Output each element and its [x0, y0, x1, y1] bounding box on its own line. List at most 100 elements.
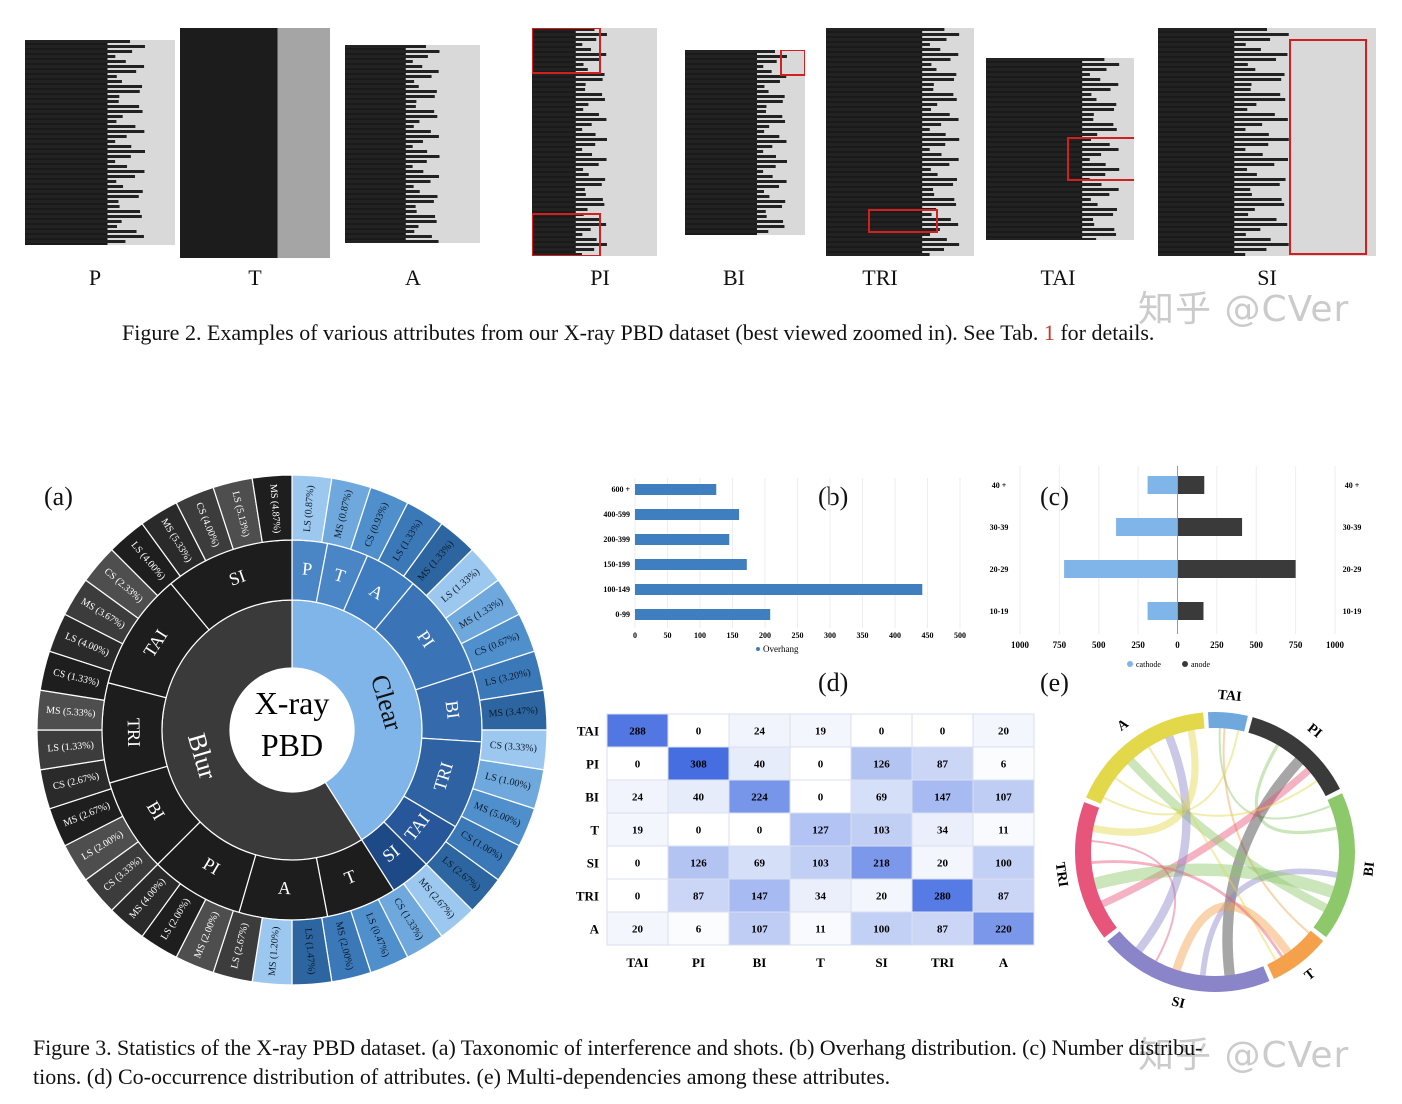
heatmap-cell [850, 845, 913, 880]
x-tick-label: 500 [1092, 640, 1106, 650]
heatmap-cell-value: 0 [635, 891, 641, 903]
sunburst-middle-label: A [278, 878, 292, 899]
figure2-caption-ref[interactable]: 1 [1043, 320, 1055, 345]
bar-200-399 [635, 534, 730, 545]
chord-diagram: TAI PI BI T SI TRI A [1052, 688, 1378, 1012]
panel-label-e: (e) [1040, 668, 1069, 697]
heatmap-cell-value: 103 [812, 858, 829, 870]
bar-150-199 [635, 559, 747, 570]
heatmap-row-label: A [590, 922, 600, 937]
heatmap-cell-value: 87 [937, 924, 949, 936]
xray-image-6 [826, 28, 974, 256]
x-tick-label: 150 [727, 631, 739, 640]
attr-label-tai: TAI [1040, 265, 1076, 290]
x-tick-label: 350 [857, 631, 869, 640]
chord-ribbon [1147, 746, 1277, 961]
heatmap-cell-value: 87 [693, 891, 705, 903]
heatmap-cell-value: 34 [815, 891, 827, 903]
x-tick-label: 0 [633, 631, 637, 640]
sunburst-middle-label: BI [442, 700, 464, 720]
heatmap-cell-value: 11 [815, 924, 825, 936]
cooccurrence-heatmap: TAI 288 0 24 19 0 0 20 PI 0 308 40 0 126 87 6 BI 24 40 224 0… [576, 713, 1035, 970]
xray-image-2 [180, 28, 330, 258]
chord-ribbon [1100, 767, 1311, 908]
bar-anode-10-19 [1177, 602, 1204, 620]
heatmap-cell-value: 127 [812, 825, 829, 837]
heatmap-cell-value: 147 [934, 792, 951, 804]
heatmap-col-label: PI [692, 955, 705, 970]
chord-label-PI: PI [1304, 721, 1324, 741]
sunburst-outer-segment [251, 474, 293, 544]
sunburst-outer-label: LS (1.33%) [47, 740, 94, 755]
attr-label-tri: TRI [862, 265, 898, 290]
heatmap-col-label: A [999, 955, 1009, 970]
chord-arc-T [1267, 930, 1324, 979]
chord-label-A: A [1115, 716, 1133, 735]
category-label: 400-599 [603, 510, 630, 519]
attr-label-pi: PI [590, 265, 610, 290]
sunburst-outer-label: MS (3.47%) [488, 705, 538, 720]
heatmap-cell-value: 34 [937, 825, 949, 837]
x-tick-label: 100 [694, 631, 706, 640]
bar-cathode-20-29 [1064, 560, 1178, 578]
heatmap-cell [728, 812, 791, 847]
sunburst-outer-label: MS (4.87%) [267, 484, 282, 534]
heatmap-cell [667, 713, 730, 748]
heatmap-cell-value: 220 [995, 924, 1012, 936]
chord-ribbon [1127, 758, 1328, 913]
bar-100-149 [635, 584, 923, 595]
bar-anode-20-29 [1177, 560, 1296, 578]
overhang-bar-chart: 0 50 100 150 200 250 300 350 400 450 500 600 + 400-5… [603, 478, 966, 654]
heatmap-cell [850, 812, 913, 847]
heatmap-cell-value: 20 [937, 858, 949, 870]
bar-0-99 [635, 609, 771, 620]
heatmap-col-label: T [816, 955, 825, 970]
bar-cathode-10-19 [1147, 602, 1178, 620]
xray-image-3 [345, 45, 480, 243]
heatmap-cell [728, 878, 791, 913]
heatmap-row-label: BI [585, 790, 599, 805]
chord-arc-TAI [1208, 712, 1248, 732]
heatmap-cell [606, 713, 669, 748]
heatmap-cell-value: 0 [757, 825, 763, 837]
panel-label-c: (c) [1040, 482, 1069, 511]
heatmap-cell-value: 224 [751, 792, 768, 804]
heatmap-cell-value: 69 [876, 792, 888, 804]
heatmap-cell [911, 779, 974, 814]
chord-ribbon [1103, 730, 1240, 816]
x-tick-label: 0 [1175, 640, 1180, 650]
chord-ribbon [1093, 863, 1335, 898]
heatmap-col-label: SI [875, 955, 887, 970]
chord-arc-TRI [1075, 802, 1117, 938]
sunburst-outer-label: LS (1.47%) [302, 928, 317, 975]
sunburst-center-line1: X-ray [255, 685, 330, 721]
sunburst-outer-label: MS (1.20%) [267, 926, 282, 976]
heatmap-cell [606, 845, 669, 880]
heatmap-cell [667, 911, 730, 946]
heatmap-cell-value: 0 [635, 858, 641, 870]
heatmap-cell-value: 100 [995, 858, 1012, 870]
heatmap-cell [911, 746, 974, 781]
x-tick-label: 200 [759, 631, 771, 640]
sunburst-center [230, 668, 354, 792]
heatmap-cell-value: 20 [632, 924, 644, 936]
x-tick-label: 750 [1053, 640, 1067, 650]
heatmap-row-label: SI [587, 856, 599, 871]
heatmap-cell [606, 911, 669, 946]
heatmap-cell-value: 0 [696, 726, 702, 738]
bar-600 + [635, 484, 717, 495]
heatmap-cell-value: 280 [934, 891, 951, 903]
sunburst-middle-label: TRI [124, 718, 144, 747]
chord-ribbon [1135, 735, 1191, 953]
heatmap-col-label: BI [753, 955, 767, 970]
category-label-left: 10-19 [990, 607, 1009, 616]
heatmap-cell [789, 911, 852, 946]
number-distribution-chart: 1000 750 500 250 0 250 500 750 1000 40 + 40 + 30-39… [990, 466, 1361, 669]
heatmap-cell-value: 87 [998, 891, 1010, 903]
xray-image-5 [685, 50, 805, 235]
figure3-caption-line1: Figure 3. Statistics of the X-ray PBD da… [33, 1035, 1203, 1060]
heatmap-cell-value: 0 [696, 825, 702, 837]
bar-anode-30-39 [1177, 518, 1243, 536]
heatmap-col-label: TAI [626, 955, 648, 970]
